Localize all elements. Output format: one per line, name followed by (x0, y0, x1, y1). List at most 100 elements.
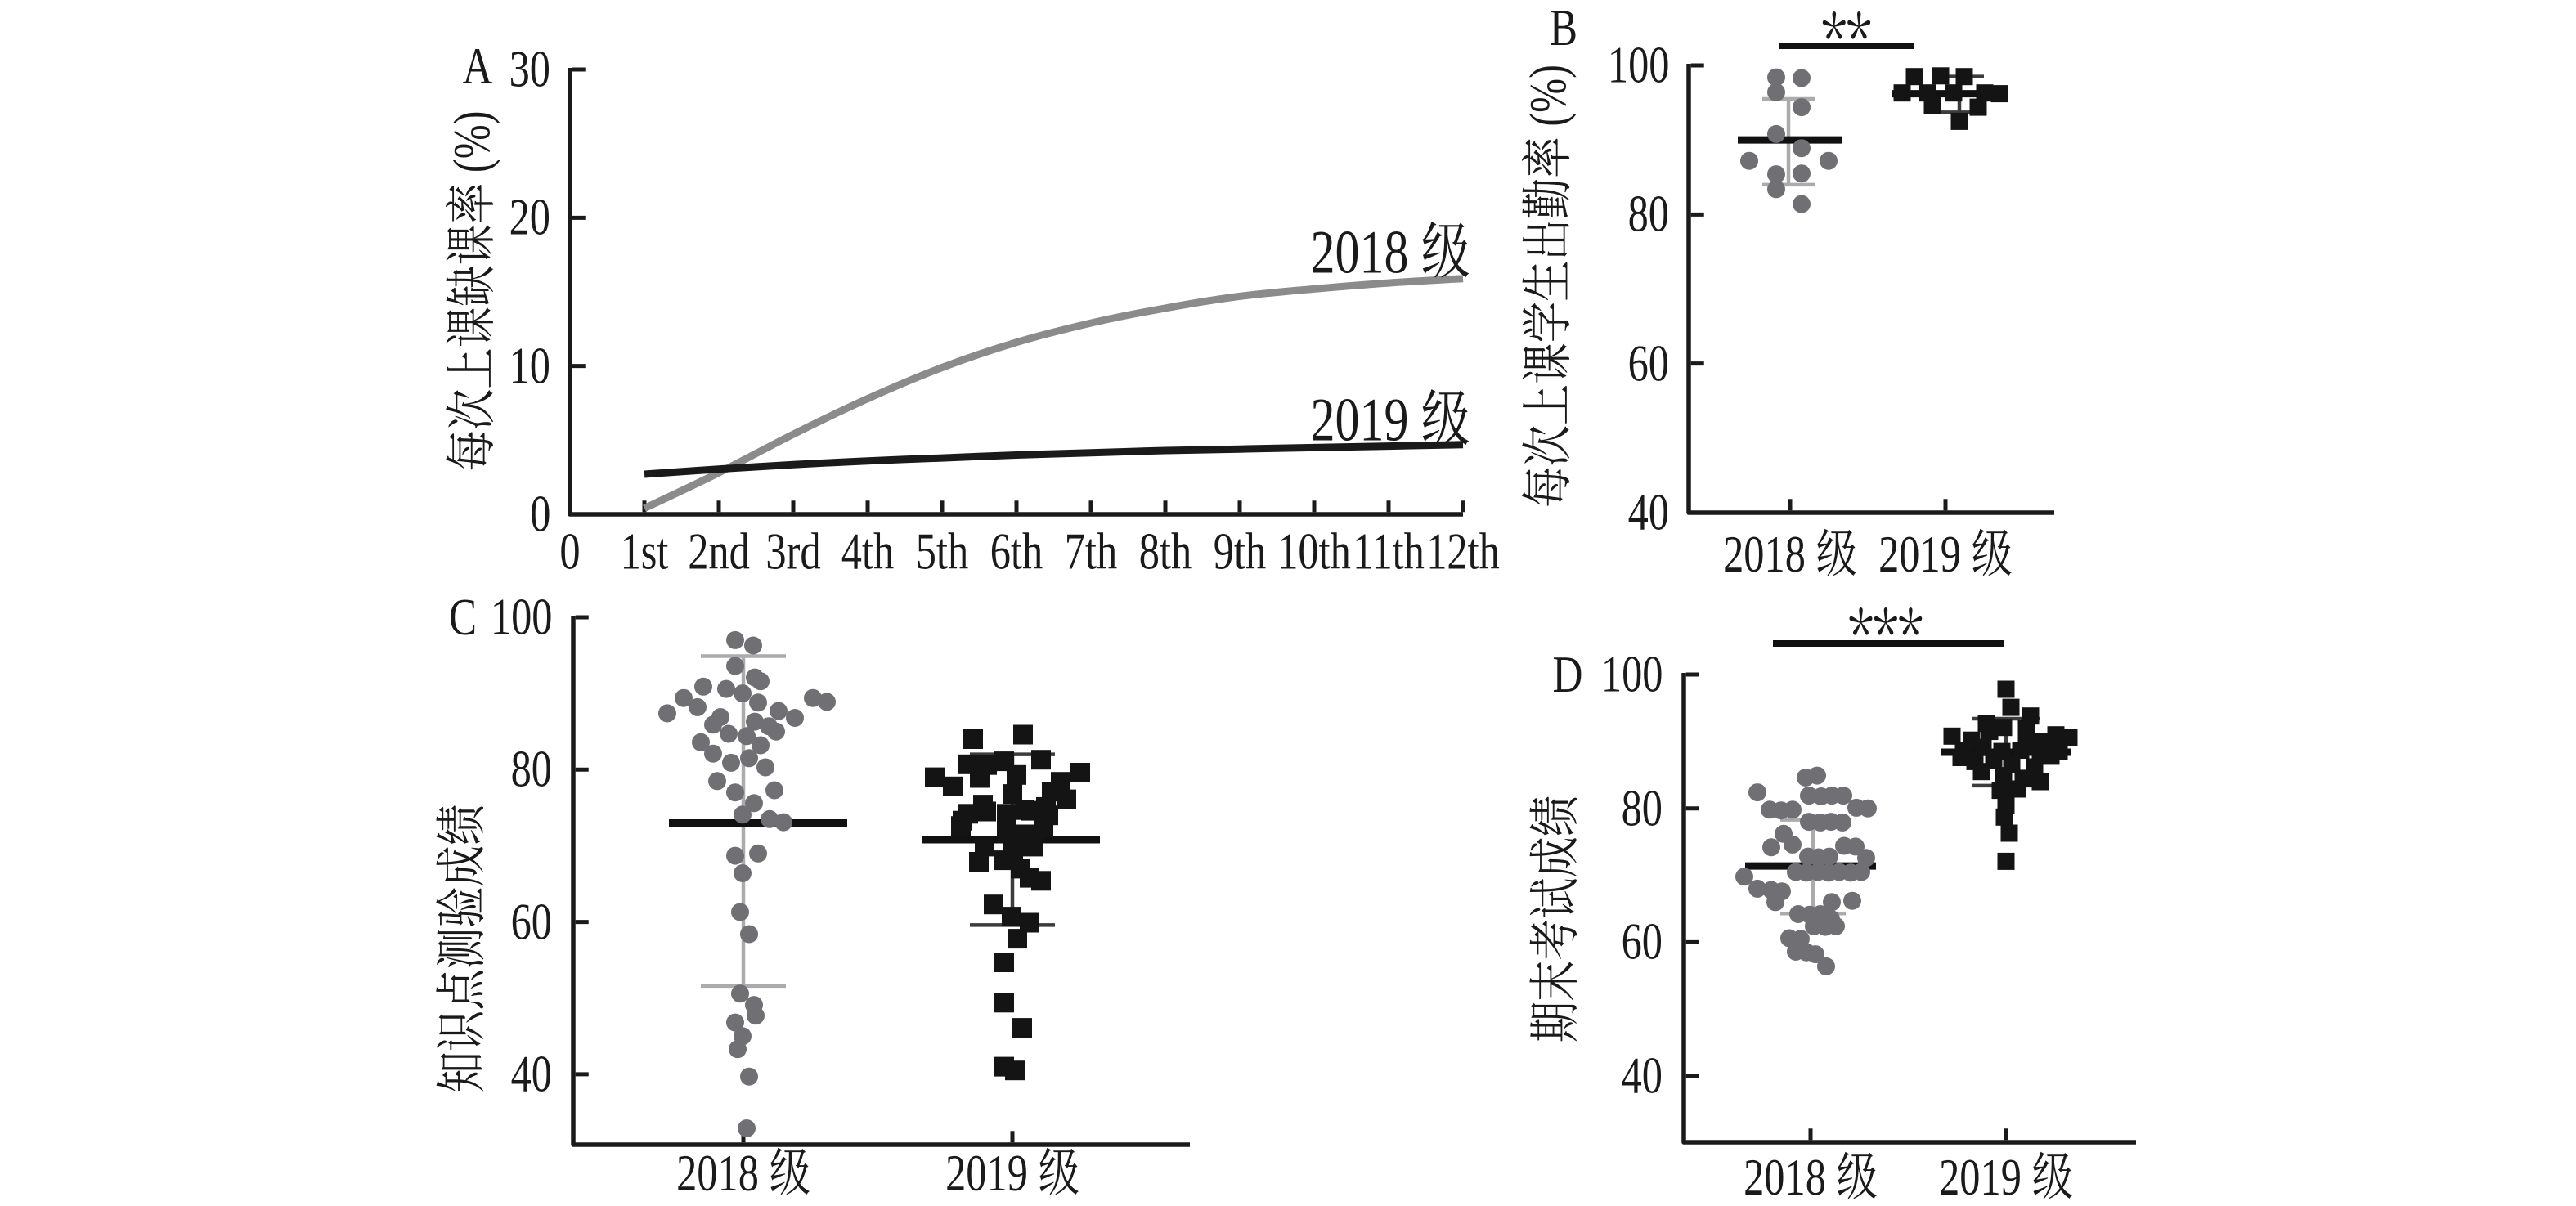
data-point-square (1002, 907, 1021, 927)
text-run: 0 (559, 522, 581, 581)
data-point-square (1952, 749, 1970, 766)
panel-b-category-2019: 2019 (1878, 527, 2013, 581)
data-point-square (2017, 720, 2035, 737)
panel-a-x-tick-label: 6th (990, 526, 1043, 578)
data-point-square (1990, 85, 2008, 103)
data-point-square (1997, 852, 2015, 870)
data-point-square (976, 801, 996, 822)
data-point-circle (675, 688, 693, 707)
data-point-circle (774, 813, 792, 832)
text-run: 2nd (688, 522, 750, 581)
data-point-circle (749, 844, 767, 863)
panel-a-x-tick-label: 5th (916, 526, 968, 578)
panel-c-y-tick-label: 60 (511, 896, 552, 948)
data-point-square (1008, 929, 1027, 949)
panel-d-axes (1681, 673, 2136, 1145)
data-point-square (2002, 698, 2020, 716)
cjk-glyph (446, 307, 494, 347)
panel-a-x-tick-label: 8th (1139, 526, 1192, 578)
data-point-square (1997, 680, 2015, 698)
panel-a-x-tick-label: 1st (621, 526, 669, 578)
panel-b-y-tick-label: 80 (1628, 188, 1669, 240)
data-point-circle (1748, 783, 1766, 802)
data-point-square (1981, 723, 1999, 741)
cjk-glyph (446, 432, 494, 470)
panel-b-y-tick-label: 100 (1607, 39, 1669, 92)
data-point-square (1057, 789, 1076, 809)
data-point-circle (1817, 957, 1835, 975)
cjk-glyph (436, 805, 484, 845)
cjk-glyph (1522, 468, 1570, 506)
text-run: 40 (1621, 1047, 1663, 1105)
cjk-glyph (770, 1147, 810, 1195)
panel-b-y-tick-label: 40 (1627, 483, 1669, 541)
cjk-glyph (2033, 1151, 2072, 1199)
data-point-square (1031, 750, 1051, 770)
data-point-circle (1740, 151, 1758, 170)
data-point-circle (1748, 879, 1766, 898)
panel-a-series-2019 (644, 441, 1464, 478)
data-point-circle (1843, 891, 1861, 910)
data-point-circle (1820, 151, 1838, 170)
cjk-glyph (1422, 389, 1469, 446)
panel-d-category-2019: 2019 (1939, 1150, 2073, 1204)
data-point-square (2047, 726, 2065, 744)
data-point-circle (1827, 917, 1845, 935)
panel-a-letter: A (463, 40, 493, 92)
panel-c-y-tick-label: 80 (511, 743, 552, 796)
data-point-circle (734, 805, 752, 824)
text-run: 0 (529, 485, 550, 543)
data-point-square (1945, 84, 1963, 102)
data-point-square (1013, 724, 1033, 745)
panel-b-letter: B (1550, 2, 1577, 54)
cjk-glyph (1874, 607, 1898, 635)
data-point-circle (689, 697, 707, 716)
data-point-circle (740, 749, 758, 768)
data-point-circle (731, 984, 749, 1003)
panel-a-x-tick-label: 0 (559, 526, 580, 578)
text-run: 8th (1138, 522, 1192, 581)
data-point-circle (694, 677, 712, 696)
data-point-circle (726, 657, 744, 675)
panel-d-y-axis-title (1528, 796, 1582, 1042)
cjk-glyph (1522, 222, 1569, 258)
data-point-circle (746, 712, 764, 731)
panel-a-x-tick-label: 12th (1426, 526, 1500, 578)
cjk-glyph (437, 930, 484, 968)
data-point-circle (740, 1067, 758, 1086)
cjk-glyph (1847, 11, 1871, 39)
cjk-glyph (1838, 1151, 1877, 1199)
text-run: 2019 (1878, 526, 1972, 584)
data-point-circle (704, 715, 722, 734)
cjk-glyph (1822, 11, 1846, 39)
panel-a-x-tick-label: 2nd (688, 526, 750, 578)
data-point-circle (738, 727, 756, 746)
cjk-glyph (1039, 1147, 1079, 1195)
text-run: B (1549, 0, 1578, 56)
data-point-circle (756, 758, 774, 777)
data-point-circle (1762, 838, 1780, 857)
data-point-circle (1793, 139, 1811, 158)
data-point-circle (1820, 847, 1838, 866)
text-run: (%) (1519, 65, 1577, 137)
data-point-square (2000, 824, 2018, 842)
cjk-glyph (436, 847, 484, 885)
data-point-square (953, 810, 972, 831)
text-run: 3rd (765, 522, 821, 581)
cjk-glyph (1522, 262, 1568, 301)
panel-a-y-axis-title: (%) (443, 111, 500, 472)
data-point-square (1991, 782, 2009, 800)
text-run: 7th (1064, 522, 1118, 581)
data-point-square (1893, 84, 1911, 102)
text-run: 60 (1621, 912, 1663, 971)
panel-d-y-tick-label: 80 (1622, 782, 1663, 834)
text-run: 40 (1627, 483, 1669, 541)
data-point-circle (744, 636, 762, 655)
data-point-square (2060, 729, 2078, 746)
data-point-square (1905, 68, 1923, 86)
data-point-square (1007, 764, 1026, 785)
data-point-square (1955, 68, 1973, 86)
panel-a-axes (568, 68, 1463, 517)
text-run: 2018 (676, 1145, 770, 1203)
data-point-circle (692, 733, 710, 751)
